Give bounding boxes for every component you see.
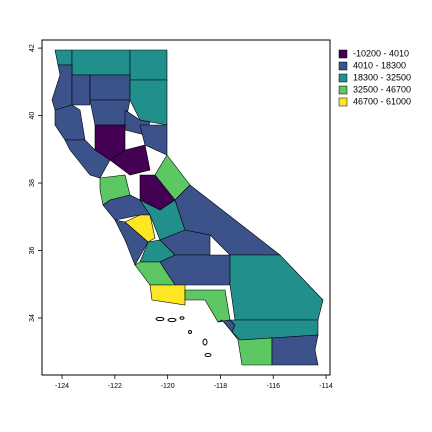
legend-swatch	[338, 61, 348, 71]
county	[89, 74, 131, 101]
county	[89, 99, 131, 126]
x-tick-label: -120	[161, 383, 175, 390]
x-tick-label: -118	[214, 383, 228, 390]
legend-label: 4010 - 18300	[353, 60, 406, 70]
island	[188, 330, 192, 334]
island	[167, 317, 177, 323]
legend-swatch	[338, 85, 348, 95]
island	[202, 338, 208, 346]
legend-swatch	[338, 97, 348, 107]
legend-swatch	[338, 73, 348, 83]
axes: -124 -122 -120 -118 -116 -114 34 36 38 40 42	[29, 44, 333, 390]
y-tick-label: 42	[29, 44, 36, 52]
county	[271, 334, 319, 366]
y-tick-label: 38	[29, 179, 36, 187]
y-tick-label: 40	[29, 112, 36, 120]
legend-label: 32500 - 46700	[353, 84, 411, 94]
legend-label: 18300 - 32500	[353, 72, 411, 82]
y-tick-label: 36	[29, 247, 36, 255]
county	[114, 219, 149, 266]
x-tick-label: -116	[266, 383, 280, 390]
x-tick-label: -114	[319, 383, 333, 390]
county	[129, 79, 168, 126]
map-frame	[41, 39, 331, 376]
county	[109, 144, 151, 176]
county	[149, 284, 186, 306]
county	[64, 139, 111, 179]
x-tick-label: -124	[55, 383, 69, 390]
county	[54, 49, 73, 66]
county	[71, 74, 91, 106]
counties	[51, 49, 324, 366]
x-tick-label: -122	[108, 383, 122, 390]
legend: -10200 - 4010 4010 - 18300 18300 - 32500 32…	[338, 48, 411, 107]
legend-label: 46700 - 61000	[353, 96, 411, 106]
y-tick-label: 34	[29, 314, 36, 322]
legend-label: -10200 - 4010	[353, 48, 409, 58]
county	[129, 49, 168, 81]
island	[204, 353, 212, 357]
island	[155, 316, 165, 322]
island	[179, 316, 185, 320]
legend-swatch	[338, 49, 348, 59]
county	[71, 49, 131, 76]
